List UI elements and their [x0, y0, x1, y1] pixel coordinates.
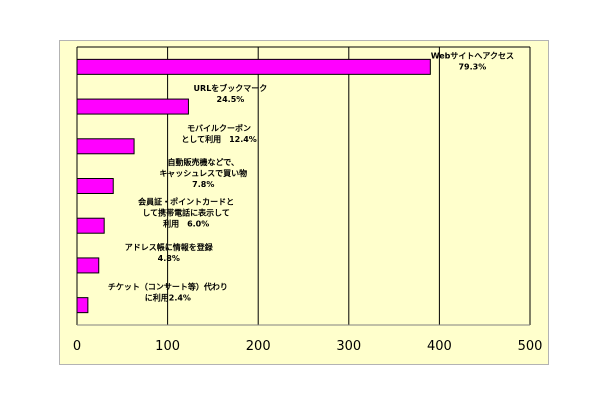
- bar-label-line: URLをブックマーク: [194, 83, 268, 93]
- bar-label-line: に利用2.4%: [145, 293, 191, 303]
- bar-label-5: 会員証・ポイントカードとして携帯電話に表示して利用 6.0%: [138, 197, 234, 229]
- bar-label-line: 自動販売機などで、: [167, 157, 239, 167]
- bar-label-line: として利用 12.4%: [181, 134, 257, 144]
- bar-label-line: モバイルクーポン: [187, 123, 251, 133]
- bar-6: [76, 257, 100, 274]
- x-tick-label-500: 500: [518, 339, 543, 354]
- bar-label-line: 利用 6.0%: [162, 219, 209, 229]
- bar-1: [76, 58, 431, 75]
- bar-label-4: 自動販売機などで、キャッシュレスで買い物 7.8%: [159, 157, 247, 189]
- bar-4: [76, 178, 114, 194]
- bar-label-2: URLをブックマーク 24.5%: [194, 83, 268, 104]
- bar-label-line: 会員証・ポイントカードと: [138, 197, 234, 207]
- x-tick-label-400: 400: [427, 339, 452, 354]
- chart-frame: [59, 40, 549, 365]
- x-tick-label-300: 300: [336, 339, 361, 354]
- bar-label-line: 24.5%: [217, 95, 245, 104]
- bar-label-line: キャッシュレスで買い物: [159, 168, 247, 178]
- bar-3: [76, 138, 135, 155]
- bar-label-line: チケット（コンサート等）代わり: [108, 282, 228, 292]
- bar-label-1: Webサイトへアクセス 79.3%: [431, 50, 514, 71]
- x-tick-label-100: 100: [155, 339, 180, 354]
- bar-label-7: チケット（コンサート等）代わりに利用2.4%: [108, 282, 228, 303]
- bar-label-6: アドレス帳に情報を登録 4.8%: [125, 242, 214, 263]
- bar-7: [76, 297, 89, 314]
- x-tick-label-0: 0: [73, 339, 81, 354]
- bar-label-line: アドレス帳に情報を登録: [125, 242, 214, 252]
- x-tick-label-200: 200: [246, 339, 271, 354]
- bar-label-line: 4.8%: [158, 254, 180, 263]
- bar-5: [76, 217, 105, 234]
- bar-label-line: 79.3%: [458, 62, 486, 71]
- bar-label-line: 7.8%: [192, 180, 214, 189]
- bar-label-line: して携帯電話に表示して: [142, 208, 230, 218]
- bar-label-3: モバイルクーポンとして利用 12.4%: [181, 123, 257, 144]
- bar-2: [76, 98, 189, 115]
- bar-label-line: Webサイトへアクセス: [431, 50, 514, 60]
